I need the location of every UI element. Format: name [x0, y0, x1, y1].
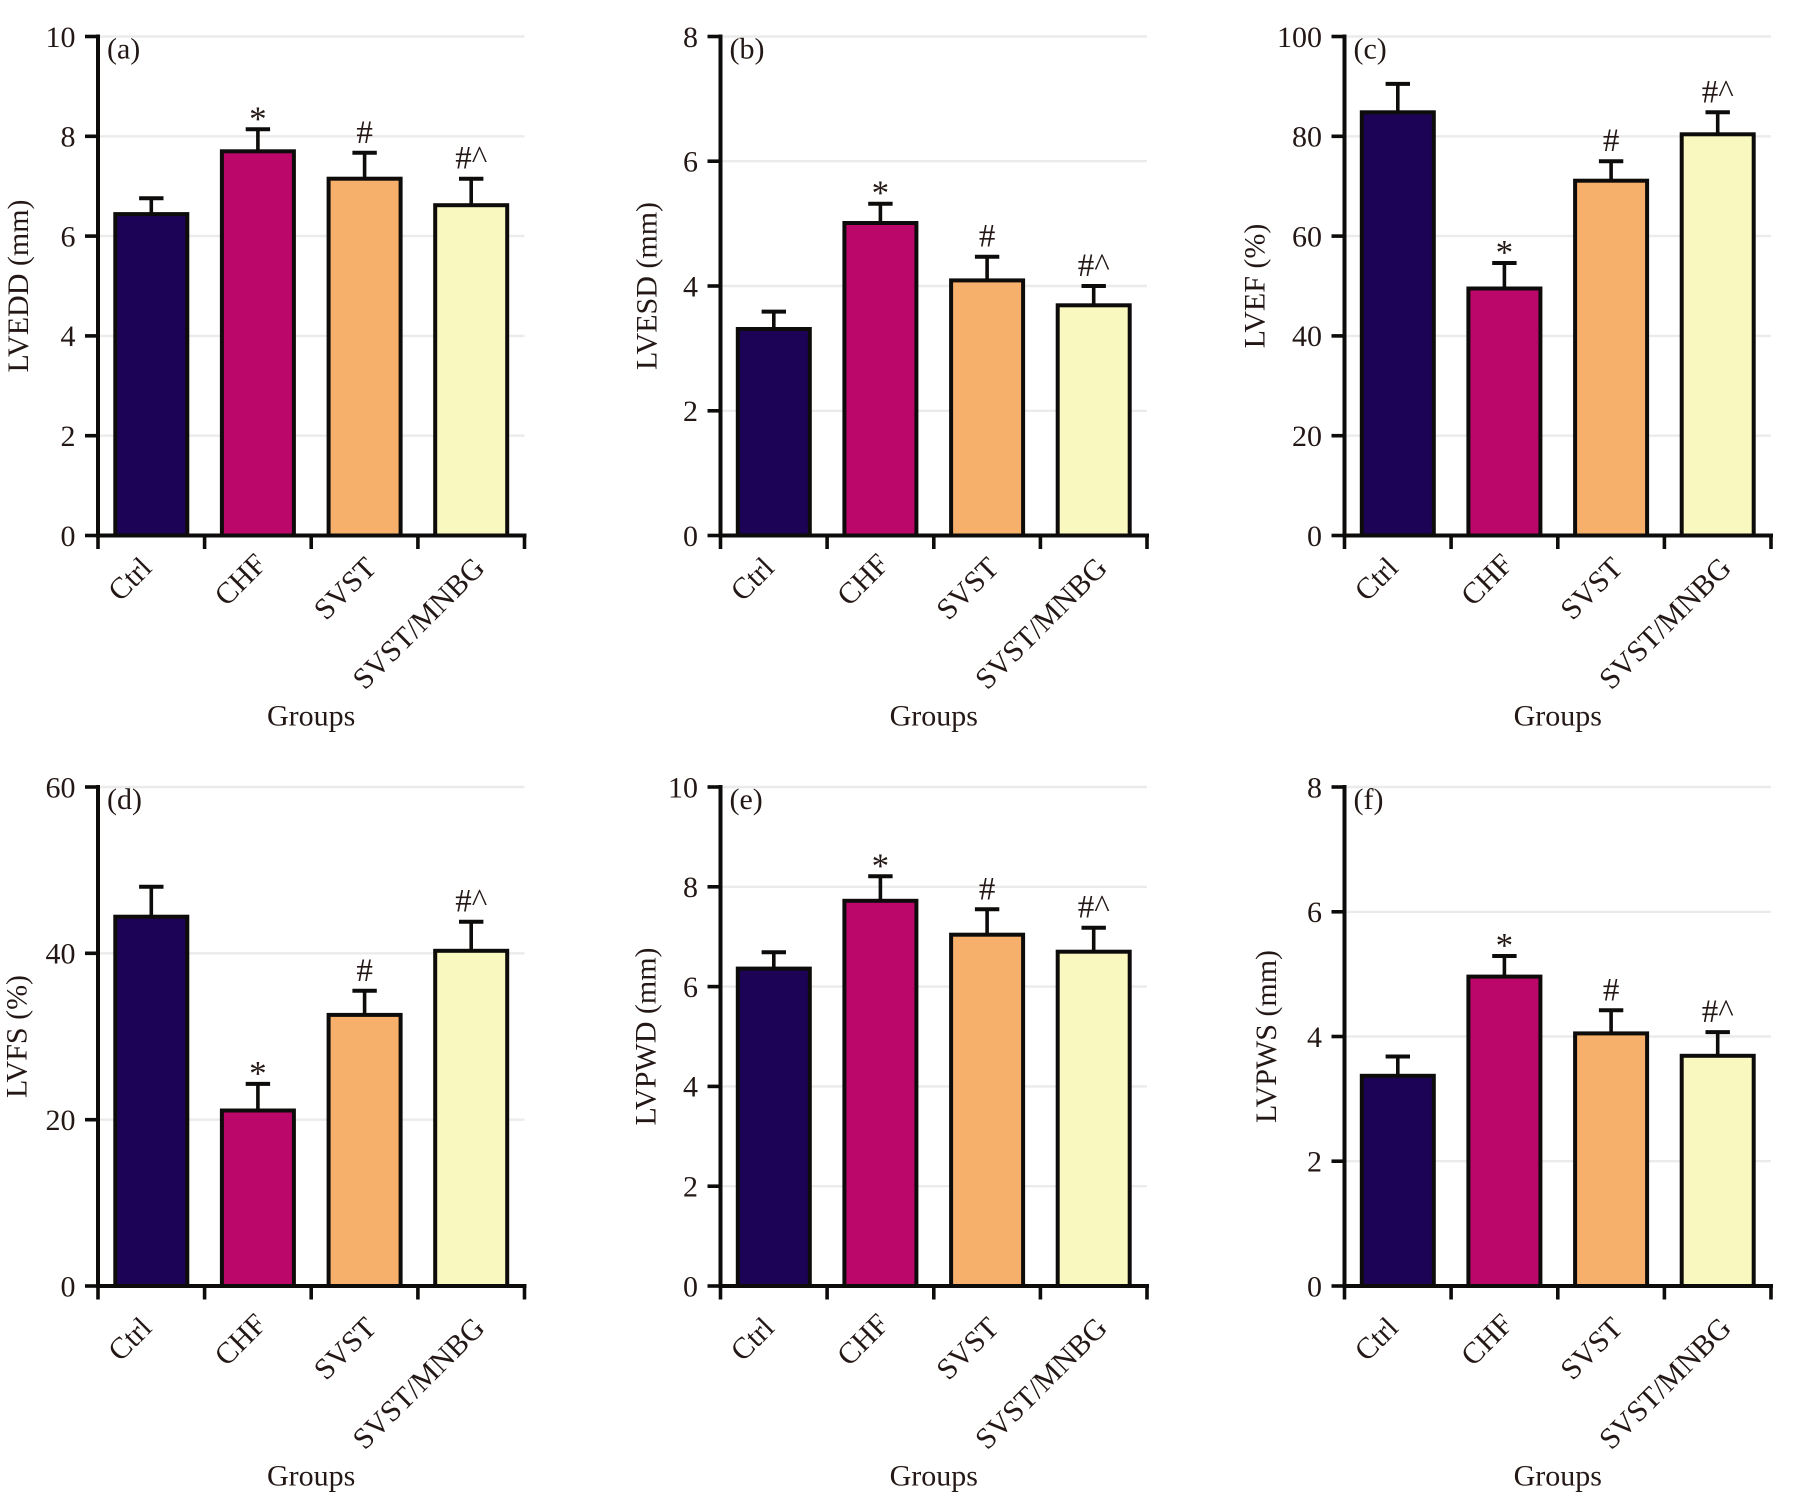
svg-text:60: 60 — [1292, 220, 1322, 253]
svg-text:(e): (e) — [730, 783, 763, 816]
svg-text:#: # — [979, 219, 996, 255]
svg-text:10: 10 — [46, 21, 76, 54]
svg-text:8: 8 — [683, 871, 698, 904]
svg-text:2: 2 — [1307, 1146, 1322, 1179]
svg-text:4: 4 — [1307, 1021, 1322, 1054]
svg-text:2: 2 — [61, 420, 76, 453]
svg-text:LVESD (mm): LVESD (mm) — [631, 202, 664, 370]
svg-text:6: 6 — [683, 146, 698, 179]
svg-text:(f): (f) — [1354, 783, 1384, 816]
svg-text:(c): (c) — [1354, 33, 1387, 66]
svg-text:4: 4 — [683, 1071, 698, 1104]
svg-text:LVEF (%): LVEF (%) — [1239, 224, 1272, 349]
svg-text:*: * — [872, 846, 890, 885]
svg-text:Groups: Groups — [890, 1460, 978, 1493]
svg-text:4: 4 — [61, 320, 76, 353]
svg-text:0: 0 — [683, 1270, 698, 1303]
svg-text:#^: #^ — [1702, 994, 1735, 1030]
svg-text:0: 0 — [1307, 520, 1322, 553]
svg-text:10: 10 — [668, 771, 698, 804]
svg-text:(d): (d) — [107, 783, 142, 816]
svg-text:100: 100 — [1277, 21, 1322, 54]
svg-text:0: 0 — [61, 1270, 76, 1303]
svg-text:LVEDD (mm): LVEDD (mm) — [2, 199, 35, 372]
svg-text:0: 0 — [61, 520, 76, 553]
svg-text:2: 2 — [683, 395, 698, 428]
svg-text:(a): (a) — [107, 33, 140, 66]
svg-text:#^: #^ — [455, 884, 488, 920]
svg-text:#^: #^ — [455, 141, 488, 177]
svg-text:#: # — [1603, 123, 1620, 159]
svg-text:8: 8 — [1307, 771, 1322, 804]
svg-text:20: 20 — [46, 1104, 76, 1137]
svg-text:#^: #^ — [1702, 74, 1735, 110]
svg-text:LVFS (%): LVFS (%) — [0, 975, 33, 1098]
svg-text:2: 2 — [683, 1171, 698, 1204]
svg-text:40: 40 — [46, 938, 76, 971]
svg-text:20: 20 — [1292, 420, 1322, 453]
svg-text:Groups: Groups — [1514, 700, 1602, 733]
svg-text:#: # — [356, 115, 373, 151]
svg-text:*: * — [872, 174, 890, 213]
svg-text:6: 6 — [61, 220, 76, 253]
svg-text:Groups: Groups — [267, 700, 355, 733]
svg-text:0: 0 — [1307, 1270, 1322, 1303]
svg-text:#^: #^ — [1078, 890, 1111, 926]
svg-text:*: * — [249, 1054, 267, 1093]
svg-text:*: * — [1496, 233, 1514, 272]
svg-text:Groups: Groups — [1514, 1460, 1602, 1493]
svg-text:4: 4 — [683, 270, 698, 303]
svg-text:8: 8 — [683, 21, 698, 54]
svg-text:LVPWS (mm): LVPWS (mm) — [1250, 950, 1283, 1123]
svg-text:#: # — [356, 953, 373, 989]
svg-text:Groups: Groups — [890, 700, 978, 733]
svg-text:80: 80 — [1292, 121, 1322, 154]
svg-text:0: 0 — [683, 520, 698, 553]
svg-text:#^: #^ — [1078, 248, 1111, 284]
svg-text:6: 6 — [1307, 896, 1322, 929]
svg-text:#: # — [1603, 972, 1620, 1008]
svg-text:40: 40 — [1292, 320, 1322, 353]
svg-text:*: * — [1496, 926, 1514, 965]
svg-text:#: # — [979, 871, 996, 907]
svg-text:LVPWD (mm): LVPWD (mm) — [630, 947, 663, 1125]
svg-text:Groups: Groups — [267, 1460, 355, 1493]
svg-text:(b): (b) — [730, 33, 765, 66]
svg-text:60: 60 — [46, 771, 76, 804]
svg-text:*: * — [249, 99, 267, 138]
svg-text:6: 6 — [683, 971, 698, 1004]
svg-text:8: 8 — [61, 121, 76, 154]
